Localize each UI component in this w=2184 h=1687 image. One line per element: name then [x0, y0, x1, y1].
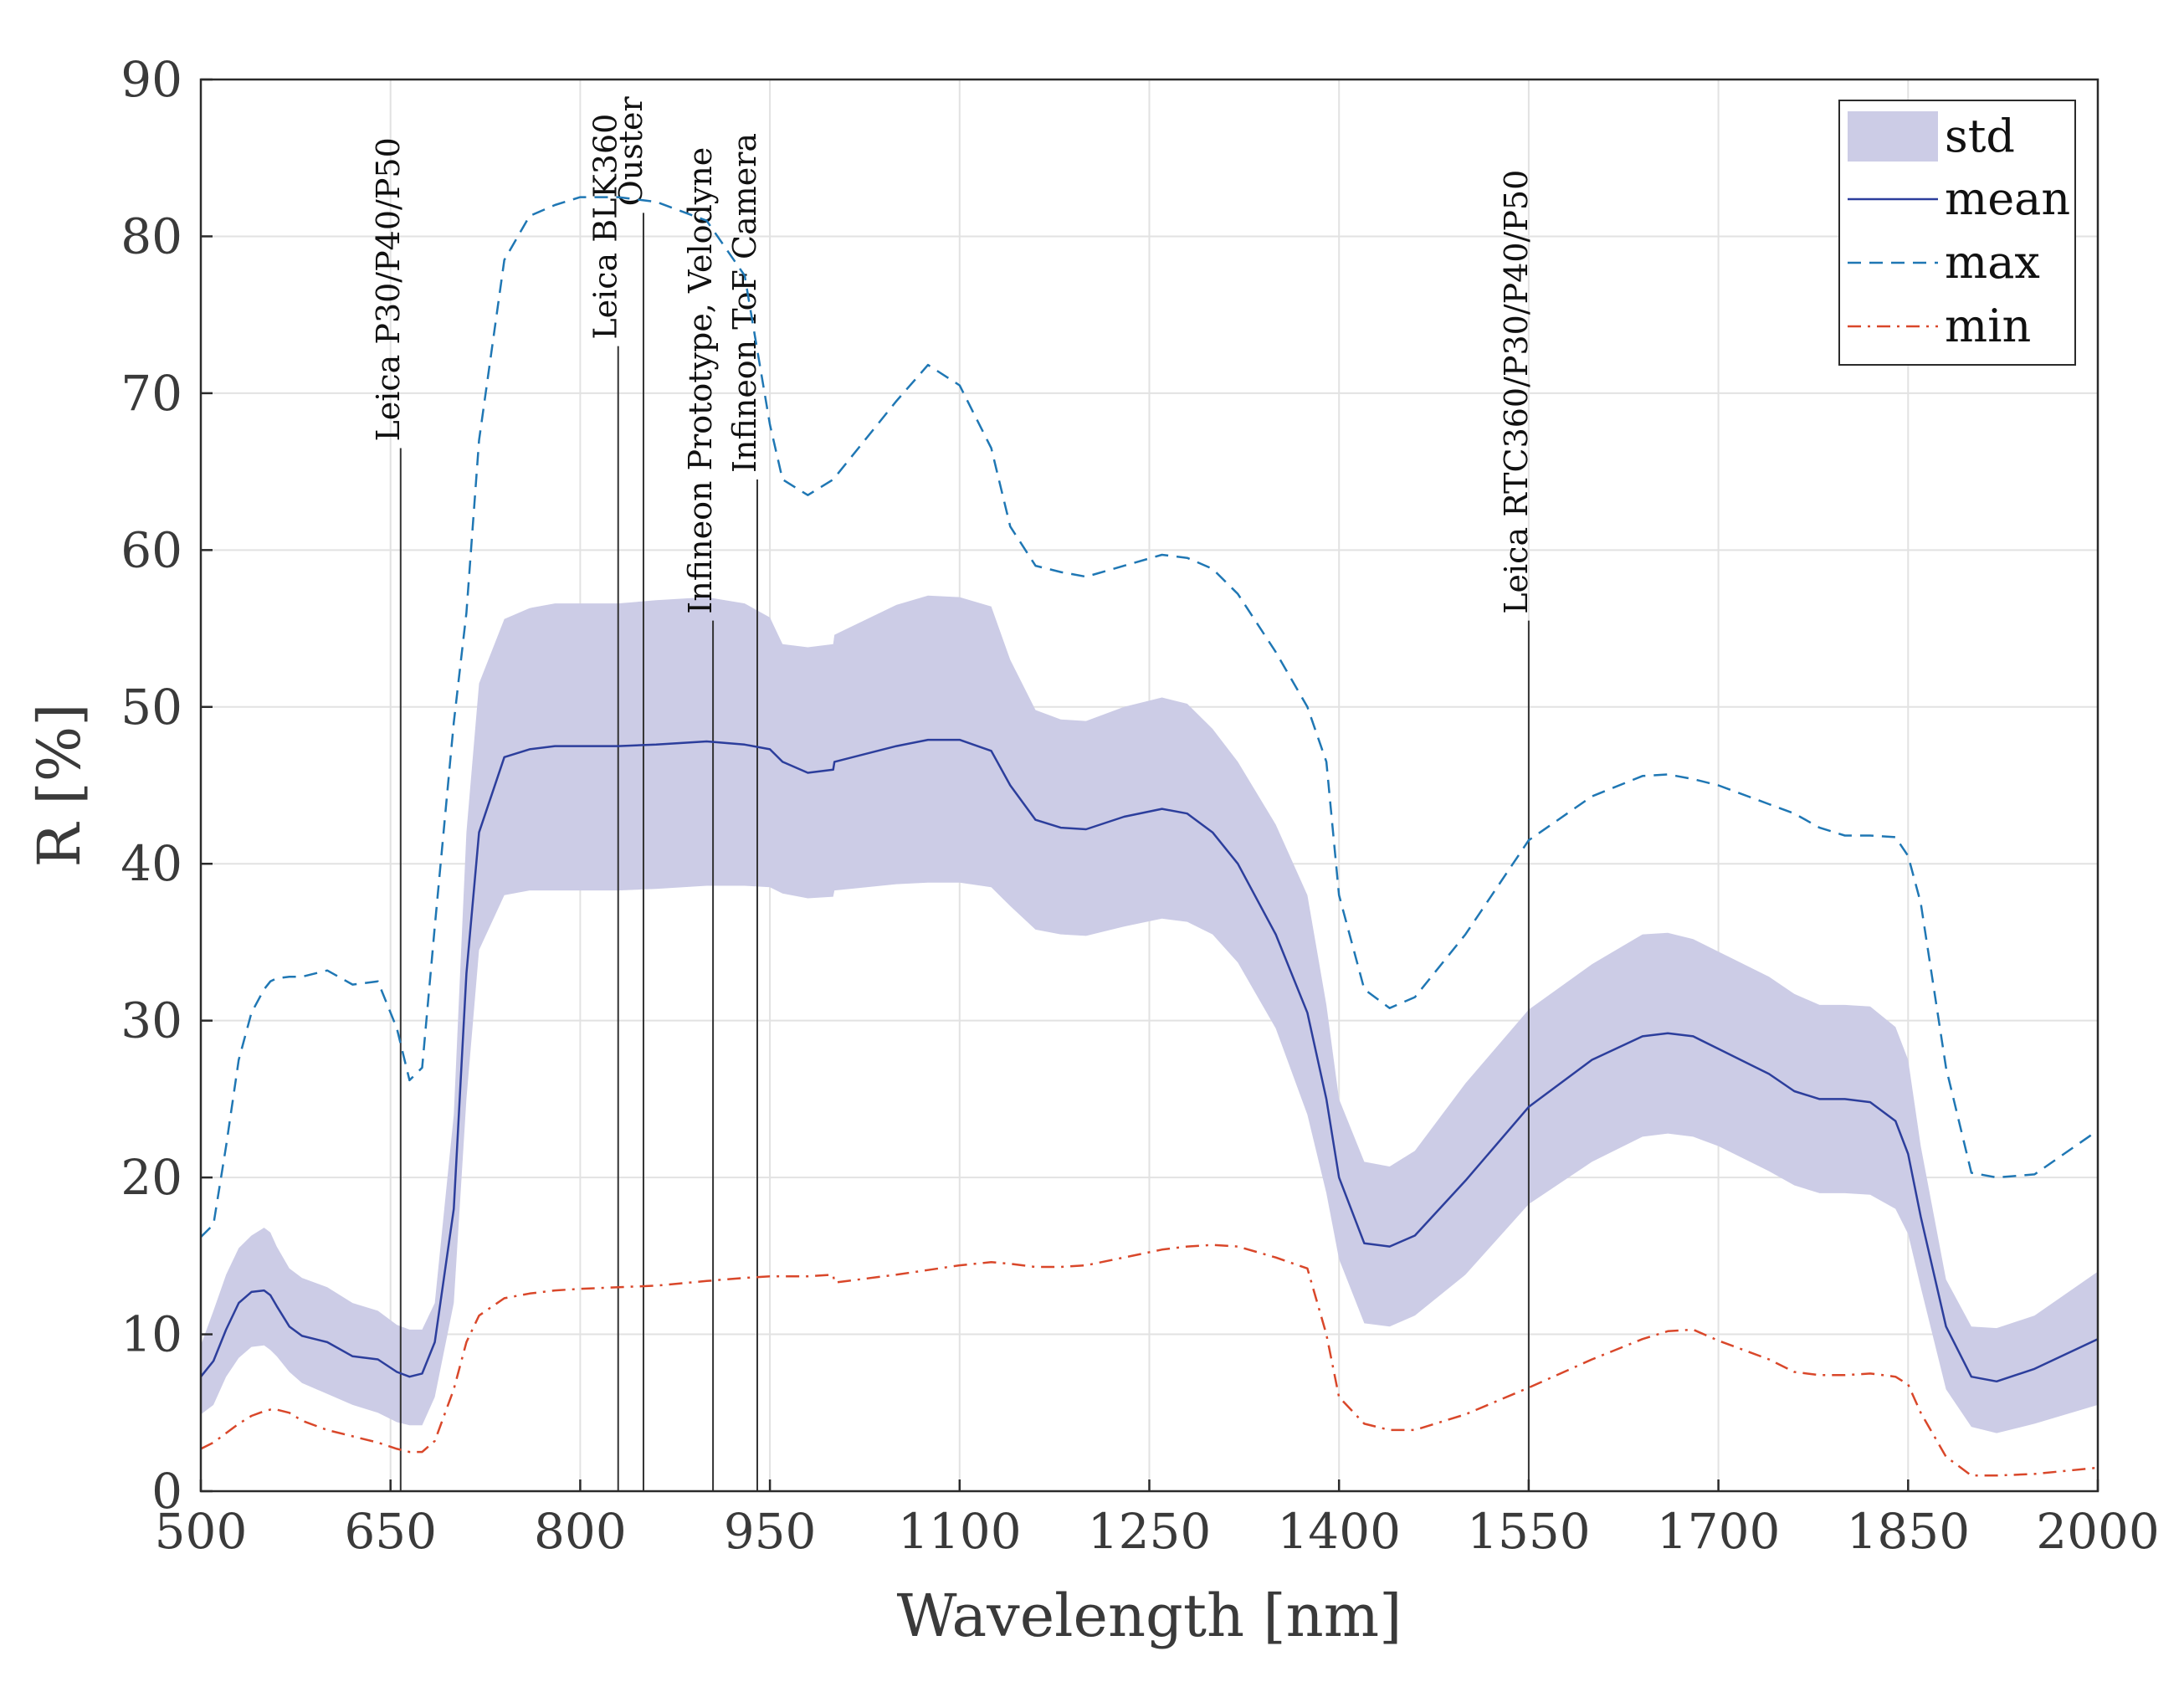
x-tick-label: 1250 — [1088, 1503, 1212, 1560]
legend-label-max: max — [1945, 236, 2040, 289]
legend: std mean max min — [1838, 100, 2076, 366]
marker-label: Infineon ToF Camera — [726, 133, 763, 473]
marker-label: Leica P30/P40/P50 — [370, 137, 407, 441]
series-lines — [200, 196, 2099, 1477]
x-axis-label: Wavelength [nm] — [897, 1582, 1402, 1650]
mean-line — [200, 738, 2099, 1383]
y-axis-label: R [%] — [25, 703, 94, 867]
x-tick-label: 650 — [344, 1503, 437, 1560]
legend-label-mean: mean — [1945, 172, 2070, 225]
y-tick-label: 90 — [120, 51, 182, 108]
y-tick-label: 50 — [120, 679, 182, 736]
legend-label-min: min — [1945, 300, 2031, 352]
y-tick-label: 80 — [120, 208, 182, 264]
tick-labels: 500 650 800 950 1100 1250 1400 1550 1700 1850 2000… — [120, 51, 2160, 1560]
x-tick-label: 950 — [724, 1503, 817, 1560]
y-tick-label: 10 — [120, 1306, 182, 1363]
y-tick-label: 30 — [120, 992, 182, 1049]
marker-label: Leica BLK360 — [587, 114, 624, 340]
marker-label: Ouster — [613, 95, 649, 206]
y-tick-label: 70 — [120, 365, 182, 422]
y-tick-label: 40 — [120, 835, 182, 892]
x-tick-label: 1400 — [1277, 1503, 1401, 1560]
x-tick-label: 500 — [155, 1503, 248, 1560]
y-tick-label: 60 — [120, 521, 182, 578]
marker-label: Infineon Prototype, Velodyne — [682, 147, 719, 614]
y-tick-label: 0 — [151, 1463, 182, 1520]
x-tick-label: 1550 — [1467, 1503, 1591, 1560]
legend-swatch-std — [1848, 111, 1938, 162]
std-band — [201, 595, 2098, 1433]
x-tick-label: 800 — [534, 1503, 627, 1560]
axes — [199, 78, 2099, 1493]
legend-label-std: std — [1945, 110, 2015, 162]
plot-area-border — [199, 78, 2099, 1493]
x-tick-label: 1700 — [1657, 1503, 1781, 1560]
min-line — [200, 1243, 2099, 1477]
x-tick-label: 1850 — [1846, 1503, 1970, 1560]
x-tick-label: 2000 — [2036, 1503, 2160, 1560]
marker-label: Leica RTC360/P30/P40/P50 — [1498, 170, 1535, 614]
x-tick-label: 1100 — [898, 1503, 1022, 1560]
y-tick-label: 20 — [120, 1149, 182, 1206]
max-line — [200, 196, 2099, 1238]
std-band-layer — [201, 595, 2098, 1433]
